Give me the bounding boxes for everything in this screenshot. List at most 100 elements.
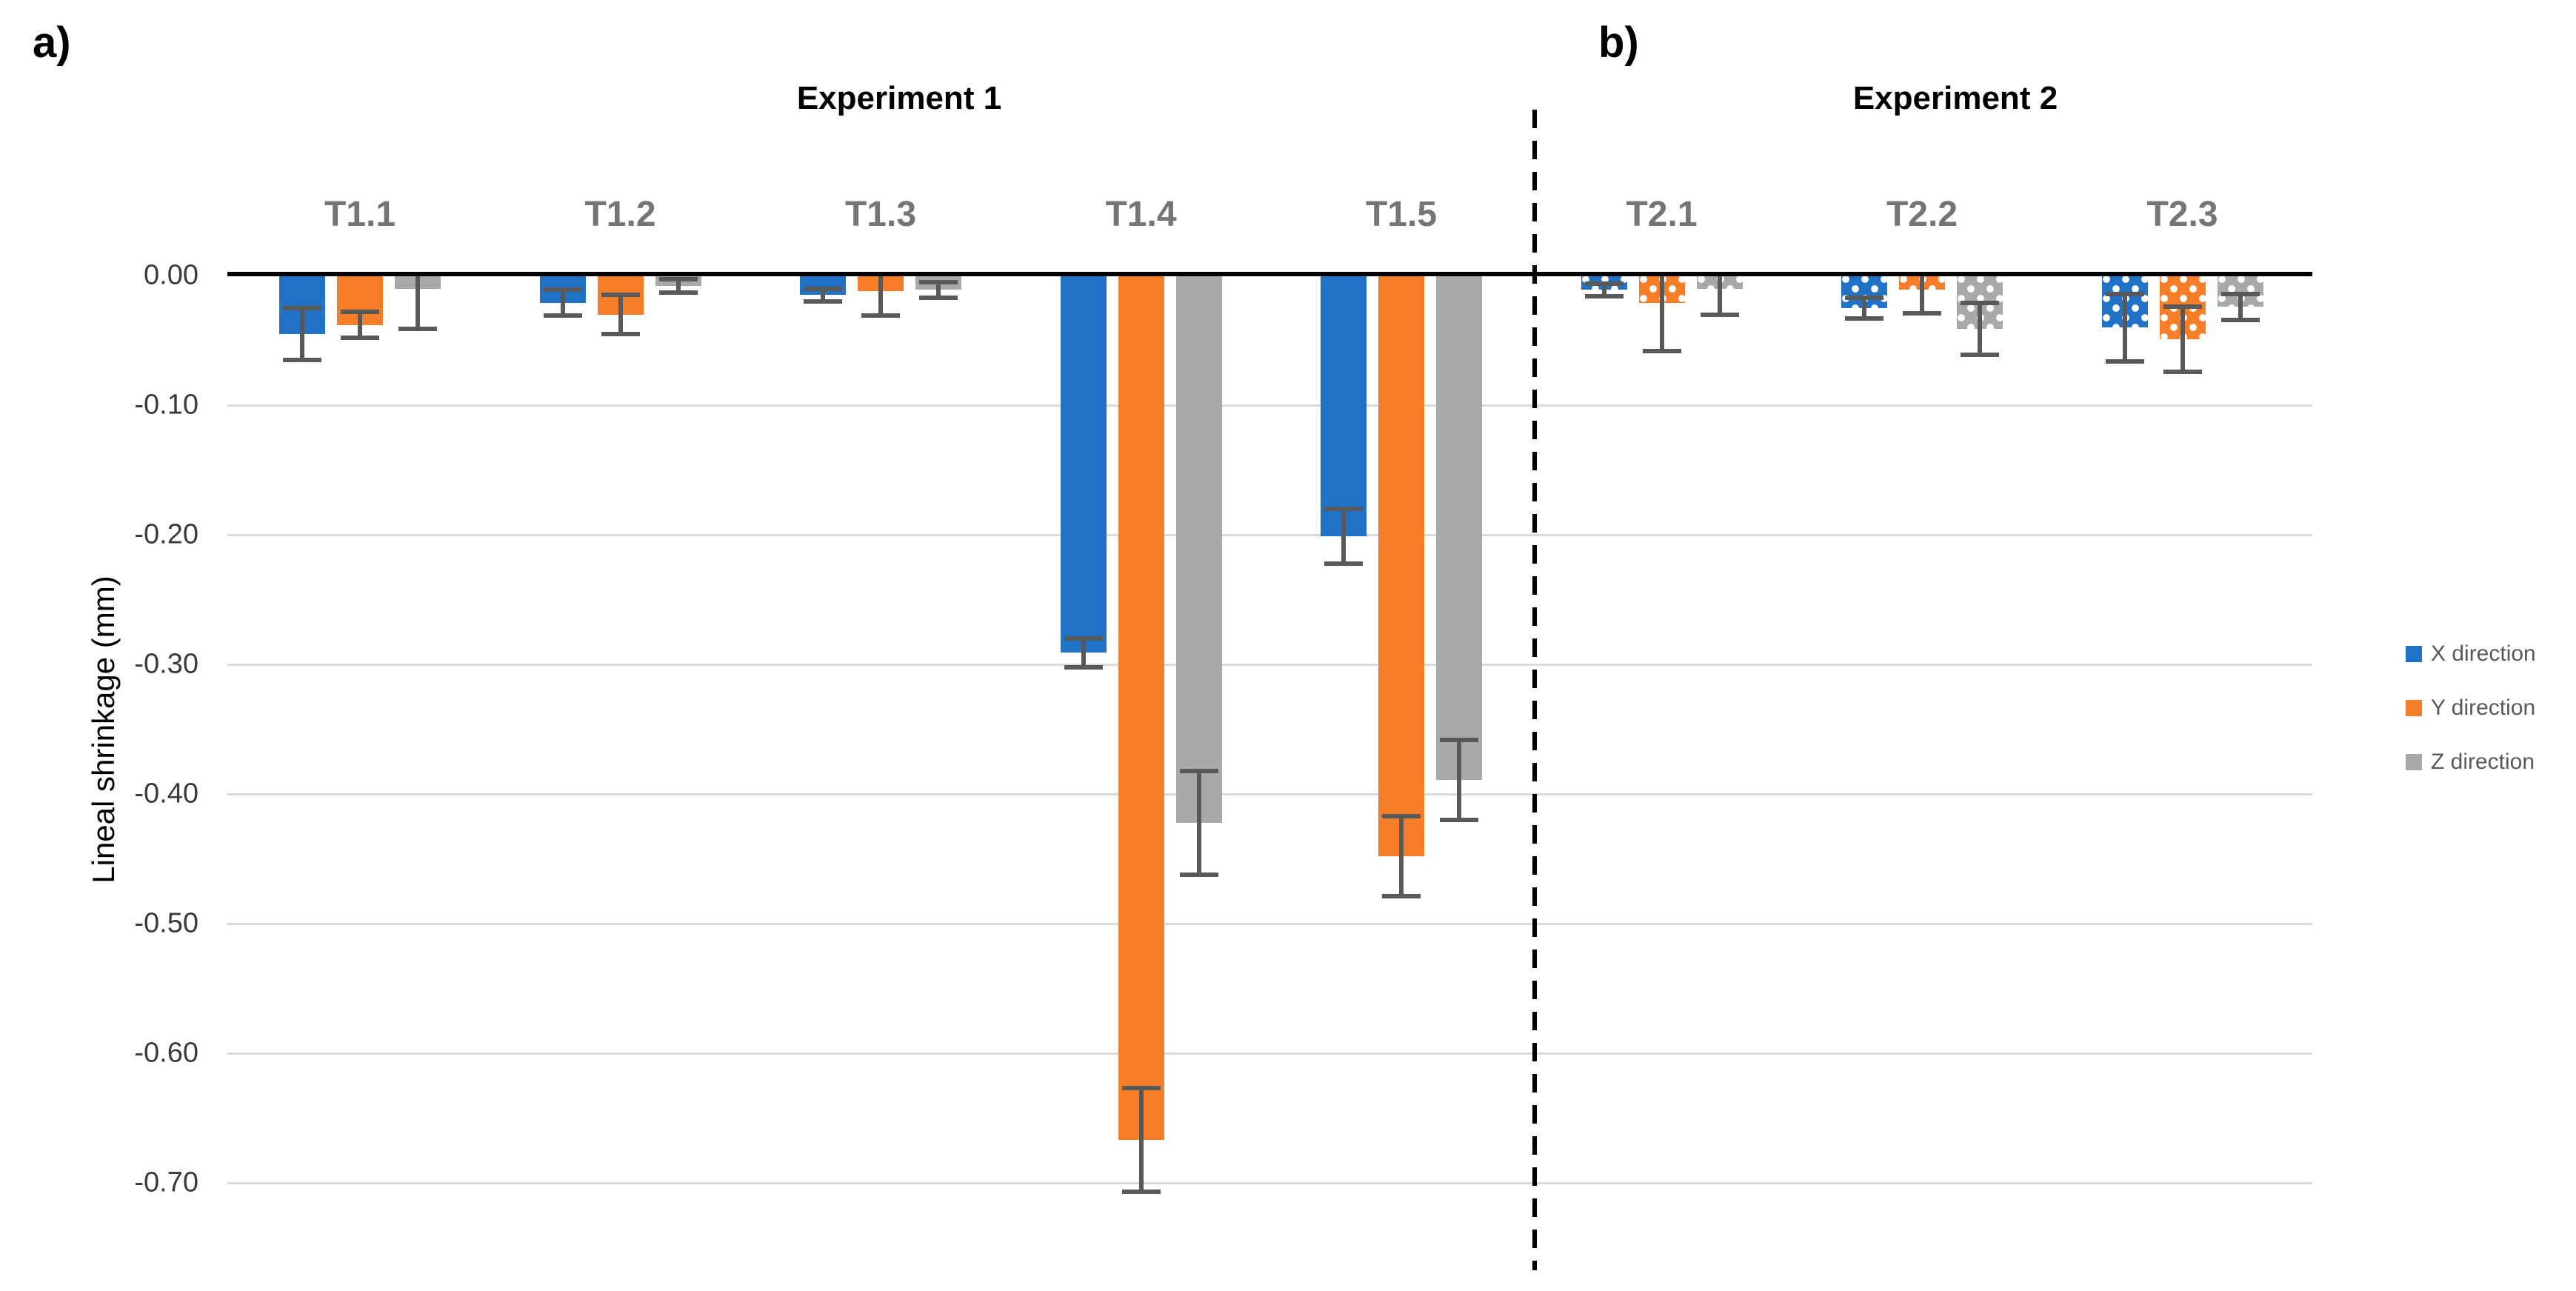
error-bar-bottom-cap (1584, 294, 1624, 298)
y-tick-label: -0.30 (134, 648, 198, 680)
legend-item: Z direction (2406, 750, 2535, 775)
bar-T1.4-x (1060, 276, 1107, 653)
error-bar-bottom-cap (1961, 352, 1999, 357)
y-tick-label: 0.00 (144, 259, 198, 291)
legend-label: Y direction (2431, 695, 2536, 720)
error-bar-line (1978, 302, 1982, 355)
y-tick-label: -0.50 (134, 907, 198, 939)
error-bar-bottom-cap (1064, 664, 1103, 670)
error-bar-top-cap (2163, 304, 2202, 309)
y-tick-label: -0.40 (134, 778, 198, 810)
error-bar-top-cap (2105, 291, 2144, 296)
error-bar-bottom-cap (1382, 894, 1421, 899)
legend-swatch-icon (2406, 646, 2422, 662)
error-bar-line (1196, 770, 1201, 875)
group-label: T2.1 (1626, 195, 1698, 234)
error-bar-line (1457, 739, 1461, 820)
error-bar-line (675, 279, 681, 293)
error-bar-top-cap (1584, 281, 1624, 286)
error-bar-line (560, 290, 565, 316)
error-bar-line (1601, 283, 1606, 296)
error-bar-bottom-cap (1324, 561, 1363, 566)
bar-T1.5-z (1436, 276, 1482, 780)
error-bar-line (416, 276, 420, 329)
bar-T1.4-y (1118, 276, 1164, 1141)
gridline (227, 793, 2312, 795)
error-bar-top-cap (1440, 737, 1478, 742)
error-bar-line (1659, 276, 1664, 351)
error-bar-bottom-cap (919, 295, 958, 300)
group-label: T1.4 (1105, 195, 1177, 234)
error-bar-top-cap (2220, 291, 2260, 296)
error-bar-bottom-cap (2163, 369, 2202, 374)
error-bar-bottom-cap (2105, 358, 2144, 364)
legend-item: X direction (2406, 641, 2536, 667)
group-label: T1.5 (1365, 195, 1438, 234)
error-bar-line (1920, 276, 1924, 313)
gridline (227, 923, 2312, 925)
error-bar-bottom-cap (1700, 312, 1739, 317)
error-bar-line (2238, 293, 2243, 320)
panel-b-title: Experiment 2 (1852, 80, 2058, 116)
panel-a-letter: a) (33, 19, 71, 67)
error-bar-bottom-cap (861, 313, 900, 318)
legend-label: X direction (2431, 641, 2536, 666)
error-bar-bottom-cap (601, 331, 640, 336)
error-bar-top-cap (1382, 813, 1421, 818)
error-bar-line (1399, 815, 1404, 897)
error-bar-bottom-cap (1440, 818, 1478, 822)
error-bar-top-cap (1064, 636, 1103, 641)
error-bar-line (300, 307, 304, 360)
y-tick-label: -0.20 (134, 518, 198, 550)
y-tick-label: -0.70 (134, 1167, 198, 1198)
error-bar-top-cap (341, 310, 379, 314)
group-label: T1.3 (844, 195, 917, 234)
error-bar-top-cap (283, 305, 321, 310)
legend-swatch-icon (2406, 754, 2422, 770)
error-bar-bottom-cap (341, 336, 379, 340)
error-bar-bottom-cap (1903, 310, 1941, 316)
bar-T1.5-y (1378, 276, 1424, 856)
bar-T1.4-z (1175, 276, 1222, 823)
error-bar-line (1138, 1088, 1144, 1192)
error-bar-top-cap (1324, 507, 1363, 511)
error-bar-top-cap (804, 286, 842, 291)
error-bar-line (2180, 307, 2185, 372)
error-bar-bottom-cap (398, 326, 437, 331)
y-tick-label: -0.10 (134, 389, 198, 421)
error-bar-line (2122, 293, 2127, 361)
error-bar-line (358, 312, 362, 338)
error-bar-line (1717, 276, 1722, 315)
error-bar-line (821, 288, 825, 301)
group-label: T2.2 (1886, 195, 1958, 234)
error-bar-bottom-cap (283, 357, 321, 362)
error-bar-top-cap (1179, 768, 1218, 773)
error-bar-top-cap (658, 277, 698, 282)
panel-b-letter: b) (1598, 19, 1639, 67)
y-tick-label: -0.60 (134, 1037, 198, 1069)
group-label: T1.1 (324, 195, 396, 234)
error-bar-bottom-cap (543, 313, 582, 318)
error-bar-bottom-cap (804, 299, 842, 304)
error-bar-bottom-cap (2220, 317, 2260, 322)
gridline (227, 404, 2312, 407)
error-bar-bottom-cap (1845, 316, 1883, 321)
error-bar-top-cap (1121, 1086, 1161, 1091)
error-bar-line (1081, 638, 1086, 667)
error-bar-bottom-cap (1121, 1190, 1161, 1195)
panel-a-title: Experiment 1 (796, 80, 1002, 116)
error-bar-top-cap (1845, 295, 1883, 300)
group-label: T1.2 (584, 195, 656, 234)
gridline (227, 1053, 2312, 1055)
error-bar-bottom-cap (1179, 872, 1218, 877)
legend-swatch-icon (2406, 700, 2422, 716)
panel-divider-dashed-line (1532, 110, 1537, 1270)
error-bar-top-cap (1961, 300, 1999, 305)
error-bar-line (936, 281, 941, 298)
bar-T1.5-x (1321, 276, 1367, 536)
error-bar-top-cap (601, 293, 640, 298)
error-bar-line (618, 295, 623, 334)
error-bar-top-cap (543, 287, 582, 293)
y-axis-title: Lineal shrinkage (mm) (86, 576, 121, 884)
